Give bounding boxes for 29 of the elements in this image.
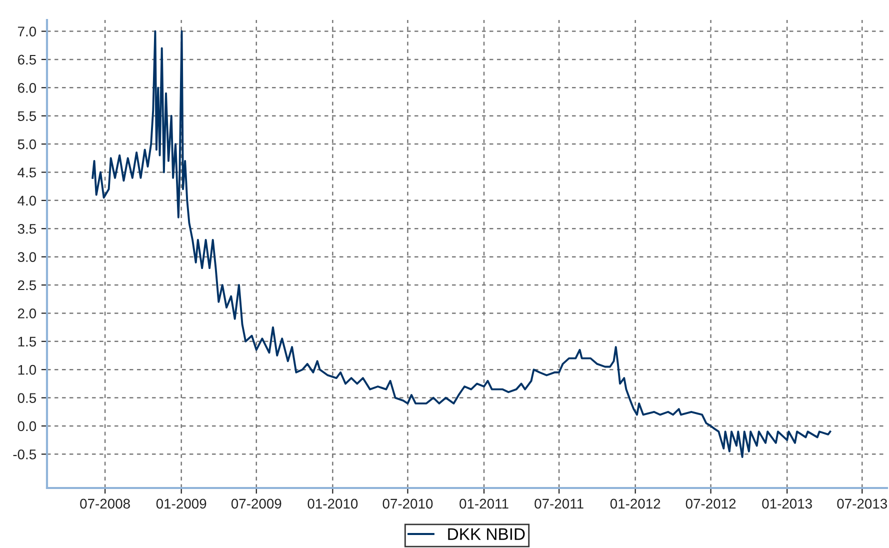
x-tick-label: 01-2011: [460, 498, 508, 509]
y-tick-label: 6.5: [18, 54, 36, 65]
y-tick-label: 0.0: [18, 421, 36, 432]
legend-label: DKK NBID: [448, 528, 525, 540]
x-tick-label: 01-2013: [762, 498, 812, 509]
x-tick-label: 07-2008: [80, 498, 130, 509]
y-tick-label: 3.5: [18, 224, 36, 234]
y-tick-label: 7.0: [18, 26, 36, 36]
x-tick-label: 01-2010: [308, 498, 358, 509]
y-tick-label: 5.5: [18, 111, 36, 122]
x-tick-label: 07-2009: [231, 498, 282, 509]
x-tick-label: 07-2011: [534, 498, 584, 509]
x-tick-label: 07-2010: [382, 498, 433, 509]
x-tick-label: 01-2012: [610, 498, 660, 509]
y-tick-label: 4.0: [18, 196, 36, 206]
y-tick-label: 6.0: [18, 82, 36, 93]
line-series: [92, 30, 832, 458]
y-tick-label: 5.0: [18, 139, 36, 150]
x-tick-label: 07-2012: [686, 498, 736, 509]
y-tick-label: 2.5: [18, 280, 36, 290]
y-tick-label: 1.0: [18, 364, 36, 375]
y-tick-label: -0.5: [13, 450, 36, 460]
y-tick-label: 1.5: [18, 336, 36, 347]
y-tick-label: 3.0: [18, 252, 36, 262]
y-tick-label: 4.5: [18, 168, 36, 178]
x-tick-label: 01-2009: [156, 498, 206, 509]
y-tick-label: 0.5: [18, 393, 36, 403]
y-tick-label: 2.0: [18, 308, 36, 318]
x-tick-label: 07-2013: [837, 498, 887, 509]
